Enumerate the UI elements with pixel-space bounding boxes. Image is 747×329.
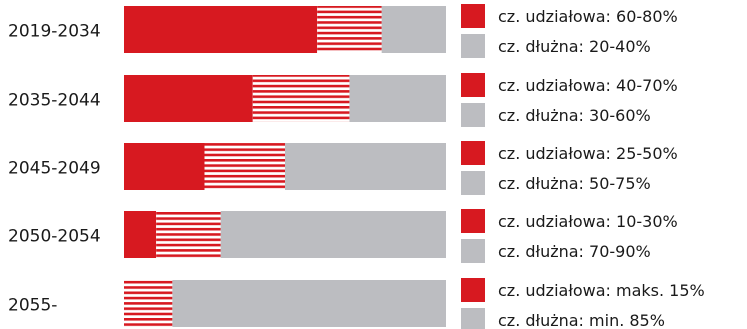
legend-equity-label: cz. udziałowa: 60-80%: [498, 7, 678, 26]
legend-equity-swatch: [461, 141, 485, 165]
equity-range-bar: [156, 211, 221, 258]
legend-equity-swatch: [461, 209, 485, 233]
equity-range-bar: [317, 6, 382, 53]
legend-debt-swatch: [461, 239, 485, 263]
legend-equity-label: cz. udziałowa: maks. 15%: [498, 281, 705, 300]
period-label: 2050-2054: [8, 227, 101, 247]
legend-debt-swatch: [461, 171, 485, 195]
legend-debt-label: cz. dłużna: 70-90%: [498, 242, 651, 261]
period-label: 2045-2049: [8, 159, 101, 179]
equity-range-bar: [252, 75, 350, 122]
legend-debt-label: cz. dłużna: 20-40%: [498, 37, 651, 56]
legend-equity-label: cz. udziałowa: 10-30%: [498, 212, 678, 231]
period-label: 2019-2034: [8, 22, 101, 42]
equity-range-bar: [124, 280, 173, 327]
legend-debt-swatch: [461, 103, 485, 127]
legend-equity-swatch: [461, 278, 485, 302]
equity-range-bar: [204, 143, 285, 190]
legend-equity-swatch: [461, 4, 485, 28]
legend-debt-label: cz. dłużna: 50-75%: [498, 174, 651, 193]
legend-equity-label: cz. udziałowa: 25-50%: [498, 144, 678, 163]
debt-bar: [124, 280, 446, 327]
legend-equity-label: cz. udziałowa: 40-70%: [498, 76, 678, 95]
equity-solid-bar: [124, 6, 318, 53]
equity-solid-bar: [124, 75, 253, 122]
period-label: 2055-: [8, 296, 57, 316]
equity-solid-bar: [124, 211, 157, 258]
legend-debt-label: cz. dłużna: min. 85%: [498, 311, 665, 329]
equity-solid-bar: [124, 143, 205, 190]
legend-equity-swatch: [461, 73, 485, 97]
legend-debt-label: cz. dłużna: 30-60%: [498, 106, 651, 125]
chart-rows: 2019-2034 cz. udziałowa: 60-80% cz. dłużna…: [8, 4, 705, 329]
legend-debt-swatch: [461, 34, 485, 58]
legend-debt-swatch: [461, 308, 485, 329]
period-label: 2035-2044: [8, 91, 101, 111]
